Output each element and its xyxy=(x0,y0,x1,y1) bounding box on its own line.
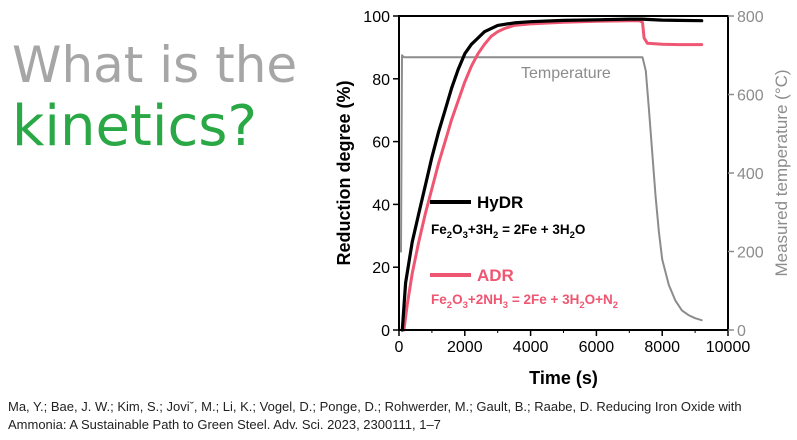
y-axis-right: 0 200 400 600 800 xyxy=(728,9,764,340)
x-tick-label: 8000 xyxy=(644,339,680,356)
y-tick-label: 60 xyxy=(372,135,390,152)
headline-line-2: kinetics? xyxy=(12,94,258,159)
y-tick-label: 80 xyxy=(372,72,390,89)
y2-tick-label: 600 xyxy=(737,88,764,105)
x-axis: 0 2000 4000 6000 8000 10000 xyxy=(395,330,751,356)
y2-tick-label: 0 xyxy=(737,323,746,340)
x-tick-label: 2000 xyxy=(447,339,483,356)
legend-adr: ADR Fe2O3+2NH3 = 2Fe + 3H2O+N2 xyxy=(430,266,618,311)
equation-adr: Fe2O3+2NH3 = 2Fe + 3H2O+N2 xyxy=(431,292,618,311)
temperature-series-label: Temperature xyxy=(521,65,611,82)
plot-series xyxy=(398,17,704,332)
y-tick-label: 0 xyxy=(381,323,390,340)
series-line-adr xyxy=(402,19,704,332)
plot-frame xyxy=(398,15,729,331)
y2-tick-label: 800 xyxy=(737,9,764,26)
y-axis-left: 0 20 40 60 80 100 xyxy=(363,9,399,340)
y-tick-label: 40 xyxy=(372,197,390,214)
x-tick-label: 4000 xyxy=(513,339,549,356)
legend-adr-label: ADR xyxy=(477,266,514,285)
legend-hydr-label: HyDR xyxy=(477,193,523,212)
legend-hydr: HyDR Fe2O3+3H2 = 2Fe + 3H2O xyxy=(430,193,585,241)
citation: Ma, Y.; Bae, J. W.; Kim, S.; Joviˇ, M.; … xyxy=(8,399,742,432)
series-line-temperature xyxy=(398,54,703,322)
y2-axis-label: Measured temperature (°C) xyxy=(772,69,791,276)
series-line-hydr xyxy=(400,17,704,332)
reduction-kinetics-chart: 0 2000 4000 6000 8000 10000 0 20 40 60 80 100 0 200… xyxy=(334,9,791,388)
x-tick-label: 10000 xyxy=(706,339,751,356)
headline-line-1: What is the xyxy=(12,36,298,94)
y2-tick-label: 200 xyxy=(737,245,764,262)
y2-tick-label: 400 xyxy=(737,166,764,183)
y-tick-label: 20 xyxy=(372,260,390,277)
equation-hydr: Fe2O3+3H2 = 2Fe + 3H2O xyxy=(431,222,585,241)
x-axis-label: Time (s) xyxy=(529,368,598,388)
x-tick-label: 6000 xyxy=(579,339,615,356)
headline: What is the kinetics? xyxy=(12,36,297,160)
y-axis-label: Reduction degree (%) xyxy=(334,80,354,265)
x-tick-label: 0 xyxy=(395,339,404,356)
y-tick-label: 100 xyxy=(363,9,390,26)
